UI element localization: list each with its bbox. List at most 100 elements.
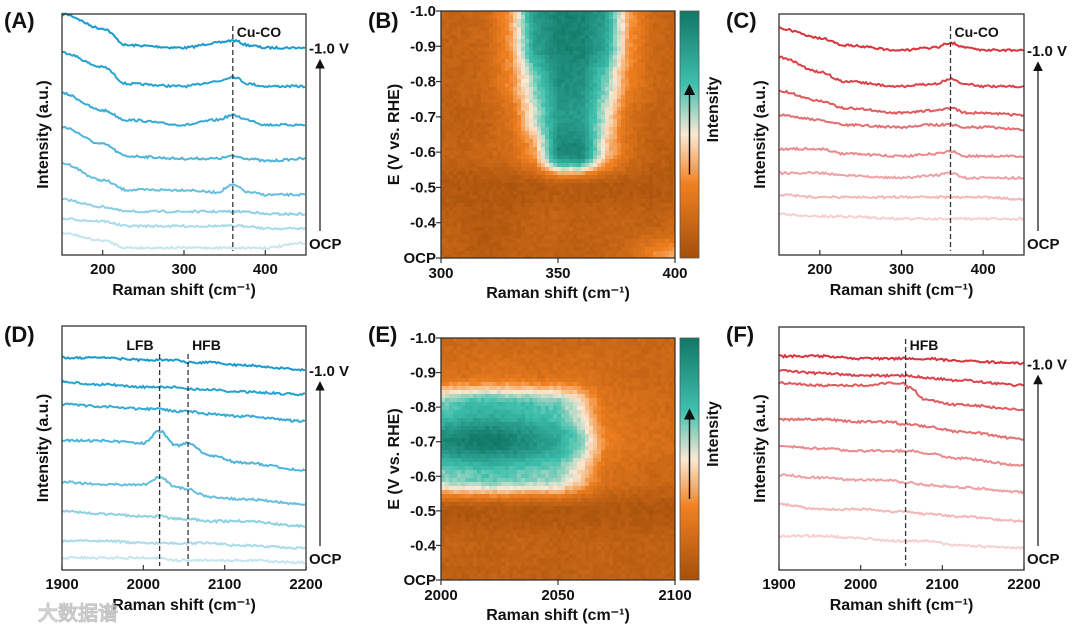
heatmap-cell bbox=[473, 39, 478, 44]
heatmap-cell bbox=[545, 215, 550, 220]
heatmap-cell bbox=[557, 207, 562, 212]
heatmap-cell bbox=[477, 179, 482, 184]
heatmap-cell bbox=[521, 175, 526, 180]
heatmap-cell bbox=[453, 83, 458, 88]
heatmap-cell bbox=[525, 83, 530, 88]
heatmap-cell bbox=[609, 23, 614, 28]
heatmap-cell bbox=[441, 15, 446, 20]
heatmap-cell bbox=[441, 55, 446, 60]
heatmap-cell bbox=[641, 247, 646, 252]
heatmap-cell bbox=[529, 67, 534, 72]
heatmap-cell bbox=[601, 382, 606, 387]
heatmap-cell bbox=[473, 219, 478, 224]
heatmap-cell bbox=[613, 67, 618, 72]
colorbar-label: Intensity bbox=[705, 77, 722, 143]
y-axis-label: Intensity (a.u.) bbox=[35, 394, 52, 502]
heatmap-cell bbox=[585, 11, 590, 16]
heatmap-cell bbox=[629, 35, 634, 40]
heatmap-cell bbox=[497, 366, 502, 371]
heatmap-cell bbox=[465, 211, 470, 216]
heatmap-cell bbox=[465, 67, 470, 72]
heatmap-cell bbox=[617, 123, 622, 128]
heatmap-cell bbox=[637, 119, 642, 124]
heatmap-cell bbox=[641, 338, 646, 343]
heatmap-cell bbox=[505, 119, 510, 124]
heatmap-cell bbox=[605, 151, 610, 156]
heatmap-cell bbox=[473, 247, 478, 252]
heatmap-cell bbox=[569, 31, 574, 36]
heatmap-cell bbox=[529, 239, 534, 244]
heatmap-cell bbox=[493, 394, 498, 399]
heatmap-cell bbox=[649, 223, 654, 228]
heatmap-cell bbox=[461, 39, 466, 44]
heatmap-cell bbox=[653, 195, 658, 200]
heatmap-cell bbox=[589, 151, 594, 156]
heatmap-cell bbox=[493, 91, 498, 96]
heatmap-cell bbox=[669, 43, 674, 48]
heatmap-cell bbox=[641, 51, 646, 56]
heatmap-cell bbox=[569, 406, 574, 411]
heatmap-cell bbox=[557, 107, 562, 112]
heatmap-cell bbox=[673, 410, 675, 415]
heatmap-cell bbox=[529, 115, 534, 120]
heatmap-cell bbox=[633, 31, 638, 36]
heatmap-cell bbox=[585, 107, 590, 112]
heatmap-cell bbox=[485, 135, 490, 140]
heatmap-cell bbox=[533, 83, 538, 88]
heatmap-cell bbox=[613, 386, 618, 391]
heatmap-cell bbox=[573, 247, 578, 252]
heatmap-cell bbox=[505, 354, 510, 359]
heatmap-cell bbox=[601, 67, 606, 72]
x-tick-label: 2000 bbox=[127, 576, 160, 593]
heatmap-cell bbox=[561, 255, 566, 258]
heatmap-cell bbox=[489, 151, 494, 156]
heatmap-cell bbox=[513, 11, 518, 16]
heatmap-cell bbox=[489, 191, 494, 196]
heatmap-cell bbox=[509, 362, 514, 367]
heatmap-cell bbox=[645, 179, 650, 184]
heatmap-cell bbox=[497, 31, 502, 36]
heatmap-cell bbox=[497, 239, 502, 244]
heatmap-cell bbox=[525, 23, 530, 28]
heatmap-cell bbox=[585, 386, 590, 391]
heatmap-cell bbox=[581, 59, 586, 64]
heatmap-cell bbox=[649, 107, 654, 112]
heatmap-cell bbox=[601, 99, 606, 104]
heatmap-cell bbox=[509, 51, 514, 56]
heatmap-cell bbox=[569, 370, 574, 375]
heatmap-cell bbox=[621, 43, 626, 48]
heatmap-cell bbox=[545, 83, 550, 88]
heatmap-cell bbox=[637, 47, 642, 52]
heatmap-cell bbox=[541, 39, 546, 44]
heatmap-cell bbox=[665, 23, 670, 28]
heatmap-cell bbox=[597, 175, 602, 180]
heatmap-cell bbox=[565, 243, 570, 248]
heatmap-cell bbox=[445, 55, 450, 60]
heatmap-cell bbox=[577, 179, 582, 184]
heatmap-cell bbox=[481, 123, 486, 128]
heatmap-cell bbox=[469, 418, 474, 423]
heatmap-cell bbox=[657, 127, 662, 132]
heatmap-cell bbox=[585, 410, 590, 415]
heatmap-cell bbox=[501, 139, 506, 144]
heatmap-cell bbox=[485, 211, 490, 216]
heatmap-cell bbox=[461, 235, 466, 240]
heatmap-cell bbox=[665, 366, 670, 371]
heatmap-cell bbox=[545, 374, 550, 379]
heatmap-cell bbox=[637, 75, 642, 80]
heatmap-cell bbox=[481, 31, 486, 36]
heatmap-cell bbox=[457, 243, 462, 248]
heatmap-cell bbox=[661, 71, 666, 76]
heatmap-cell bbox=[581, 83, 586, 88]
heatmap-cell bbox=[633, 338, 638, 343]
heatmap-cell bbox=[637, 183, 642, 188]
heatmap-cell bbox=[501, 410, 506, 415]
heatmap-cell bbox=[601, 207, 606, 212]
heatmap-cell bbox=[589, 187, 594, 192]
heatmap-cell bbox=[593, 378, 598, 383]
heatmap-cell bbox=[605, 346, 610, 351]
heatmap-cell bbox=[637, 382, 642, 387]
heatmap-cell bbox=[573, 115, 578, 120]
heatmap-cell bbox=[525, 406, 530, 411]
heatmap-cell bbox=[601, 115, 606, 120]
